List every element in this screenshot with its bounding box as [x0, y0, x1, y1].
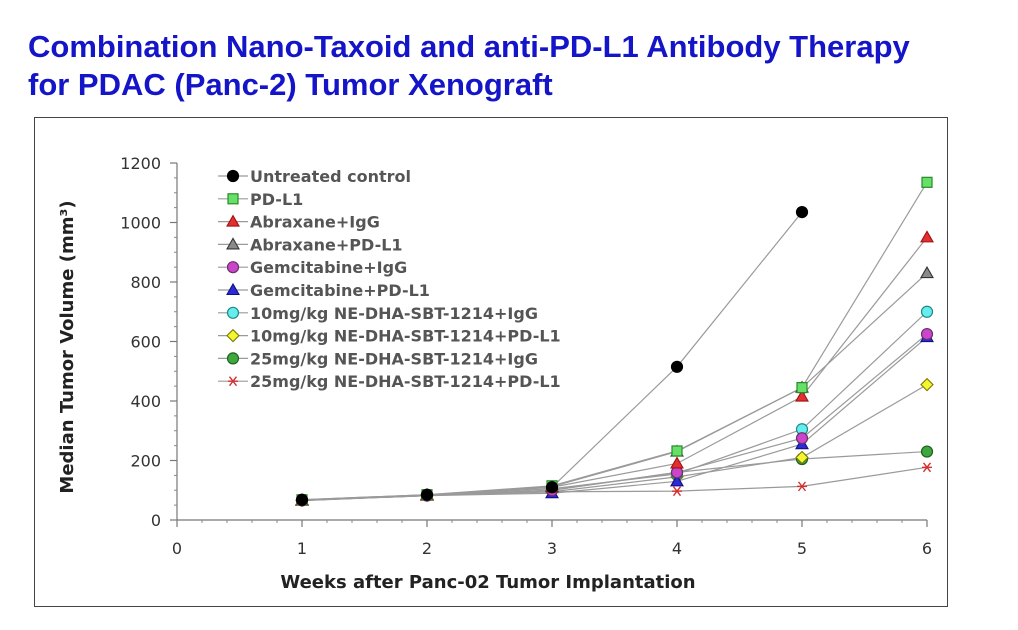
x-tick-label: 5 — [797, 539, 807, 558]
legend-entry: 25mg/kg NE-DHA-SBT-1214+PD-L1 — [250, 372, 561, 391]
data-point-series-5 — [795, 432, 809, 445]
data-point-series-10 — [922, 462, 932, 473]
data-point-series-2 — [796, 382, 808, 394]
data-point-series-1 — [420, 488, 434, 501]
data-point-series-10 — [797, 481, 807, 492]
series-markers — [295, 176, 934, 508]
tumor-volume-chart: 0 200 400 600 800 1000 1200 0 1 2 3 4 5 6 Untreated c… — [57, 154, 934, 593]
legend-marker — [226, 282, 240, 296]
axes: 0 200 400 600 800 1000 1200 0 1 2 3 4 5 6 — [120, 154, 932, 558]
y-tick-label: 0 — [151, 511, 161, 530]
data-point-series-7 — [920, 305, 934, 318]
y-tick-label: 400 — [130, 392, 161, 411]
y-tick-label: 600 — [130, 333, 161, 352]
legend-entry: Gemcitabine+PD-L1 — [250, 281, 430, 300]
slide-title-line-2: for PDAC (Panc-2) Tumor Xenograft — [28, 67, 553, 102]
x-tick-label: 2 — [422, 539, 432, 558]
legend-entry: Abraxane+IgG — [250, 213, 380, 232]
x-tick-label: 3 — [547, 539, 557, 558]
data-point-series-8 — [920, 377, 934, 392]
legend-marker — [226, 328, 240, 343]
data-point-series-10 — [672, 486, 682, 497]
data-point-series-2 — [921, 176, 933, 188]
x-tick-label: 4 — [672, 539, 682, 558]
data-point-series-6 — [670, 474, 684, 487]
legend-entry: PD-L1 — [250, 190, 303, 209]
legend-marker — [226, 306, 240, 319]
y-tick-label: 800 — [130, 273, 161, 292]
x-tick-label: 6 — [922, 539, 932, 558]
data-point-series-2 — [671, 445, 683, 457]
x-tick-label: 0 — [172, 539, 182, 558]
legend-entry: 25mg/kg NE-DHA-SBT-1214+IgG — [250, 349, 538, 368]
x-axis-label: Weeks after Panc-02 Tumor Implantation — [280, 572, 695, 593]
legend: Untreated control PD-L1 Abraxane+IgG Abraxa… — [218, 167, 561, 391]
data-point-series-1 — [545, 481, 559, 494]
data-point-series-4 — [920, 265, 934, 279]
legend-marker — [227, 193, 239, 205]
legend-entry: Abraxane+PD-L1 — [250, 235, 403, 254]
data-point-series-1 — [670, 360, 684, 373]
chart-frame: 0 200 400 600 800 1000 1200 0 1 2 3 4 5 6 Untreated c… — [34, 117, 948, 607]
y-tick-label: 1200 — [120, 154, 161, 173]
legend-marker — [228, 376, 238, 387]
legend-marker — [226, 237, 240, 250]
legend-marker — [226, 261, 240, 274]
data-point-series-5 — [920, 327, 934, 341]
x-tick-label: 1 — [297, 539, 307, 558]
slide-title: Combination Nano-Taxoid and anti-PD-L1 A… — [28, 28, 1008, 104]
data-point-series-5 — [670, 466, 684, 479]
data-point-series-8 — [795, 450, 809, 465]
y-tick-label: 200 — [130, 452, 161, 471]
legend-entry: Gemcitabine+IgG — [250, 258, 407, 277]
data-point-series-3 — [670, 456, 684, 469]
y-tick-label: 1000 — [120, 214, 161, 233]
legend-entry: 10mg/kg NE-DHA-SBT-1214+PD-L1 — [250, 327, 561, 346]
data-point-series-1 — [795, 205, 809, 219]
data-point-series-3 — [795, 389, 809, 402]
data-point-series-9 — [920, 445, 934, 458]
legend-marker — [226, 352, 240, 365]
legend-marker — [226, 169, 240, 183]
series-line-8 — [301, 384, 928, 501]
data-point-series-3 — [920, 230, 934, 243]
y-axis-label: Median Tumor Volume (mm³) — [57, 200, 78, 493]
slide-title-line-1: Combination Nano-Taxoid and anti-PD-L1 A… — [28, 29, 910, 64]
legend-entry: 10mg/kg NE-DHA-SBT-1214+IgG — [250, 304, 538, 323]
data-point-series-1 — [295, 493, 309, 506]
legend-marker — [226, 214, 240, 227]
legend-entry: Untreated control — [250, 167, 411, 186]
series-line-10 — [301, 466, 928, 501]
